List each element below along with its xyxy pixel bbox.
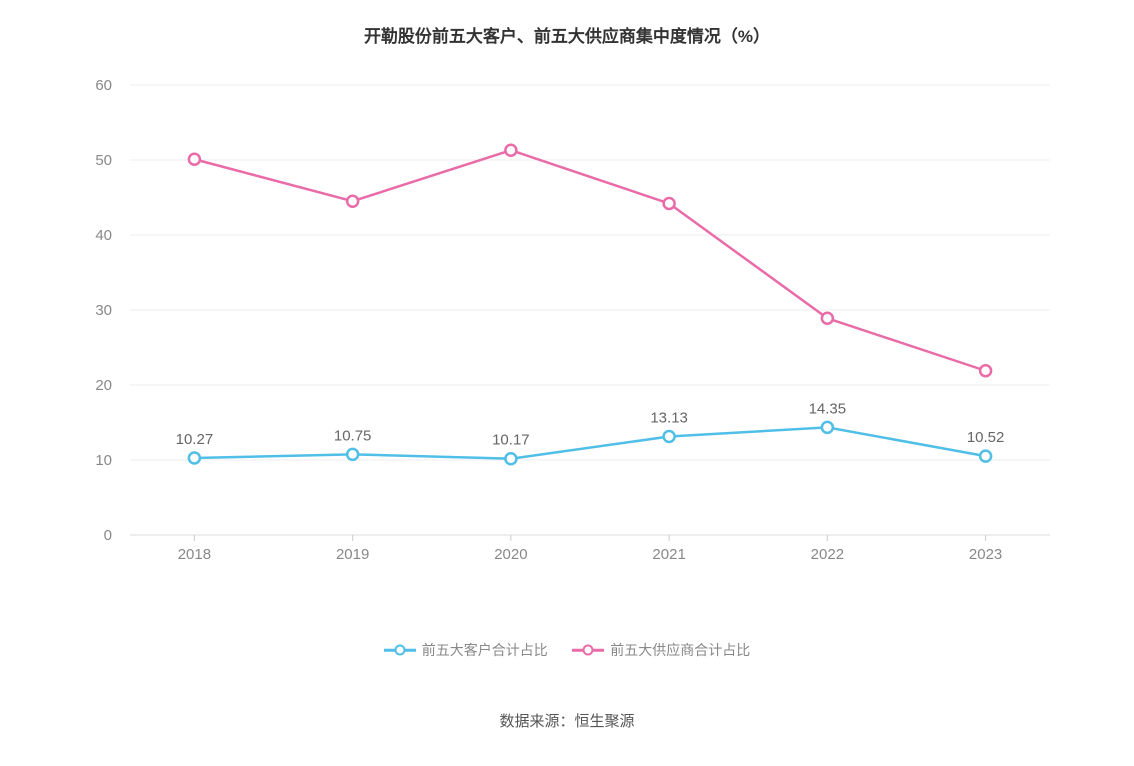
chart-title: 开勒股份前五大客户、前五大供应商集中度情况（%） bbox=[0, 0, 1134, 47]
y-tick-label: 0 bbox=[104, 527, 112, 544]
data-label-customers: 13.13 bbox=[650, 410, 688, 427]
data-label-customers: 14.35 bbox=[809, 400, 847, 417]
data-label-customers: 10.27 bbox=[176, 431, 214, 448]
marker-suppliers bbox=[347, 196, 358, 207]
x-tick-label: 2019 bbox=[336, 546, 369, 563]
legend-label-customers: 前五大客户合计占比 bbox=[422, 640, 548, 660]
chart-plot-area: 010203040506020182019202020212022202310.… bbox=[120, 75, 1060, 565]
x-tick-label: 2020 bbox=[494, 546, 527, 563]
marker-customers bbox=[664, 431, 675, 442]
data-source: 数据来源：恒生聚源 bbox=[0, 710, 1134, 731]
marker-customers bbox=[505, 453, 516, 464]
marker-customers bbox=[189, 452, 200, 463]
data-label-customers: 10.52 bbox=[967, 429, 1005, 446]
y-tick-label: 50 bbox=[95, 152, 112, 169]
series-line-customers bbox=[194, 427, 985, 458]
source-name: 恒生聚源 bbox=[575, 713, 635, 730]
marker-suppliers bbox=[664, 198, 675, 209]
y-tick-label: 60 bbox=[95, 77, 112, 94]
chart-svg: 010203040506020182019202020212022202310.… bbox=[120, 75, 1060, 565]
y-tick-label: 40 bbox=[95, 227, 112, 244]
marker-suppliers bbox=[980, 365, 991, 376]
y-tick-label: 20 bbox=[95, 377, 112, 394]
legend-item-customers: 前五大客户合计占比 bbox=[384, 640, 548, 660]
marker-customers bbox=[347, 449, 358, 460]
legend-marker-suppliers bbox=[572, 643, 604, 657]
legend-label-suppliers: 前五大供应商合计占比 bbox=[610, 640, 750, 660]
y-tick-label: 10 bbox=[95, 452, 112, 469]
x-tick-label: 2022 bbox=[811, 546, 844, 563]
marker-suppliers bbox=[822, 313, 833, 324]
chart-legend: 前五大客户合计占比 前五大供应商合计占比 bbox=[0, 640, 1134, 662]
marker-suppliers bbox=[505, 145, 516, 156]
legend-marker-customers bbox=[384, 643, 416, 657]
x-tick-label: 2021 bbox=[652, 546, 685, 563]
marker-customers bbox=[980, 451, 991, 462]
x-tick-label: 2023 bbox=[969, 546, 1002, 563]
data-label-customers: 10.17 bbox=[492, 432, 530, 449]
series-line-suppliers bbox=[194, 150, 985, 371]
source-prefix: 数据来源： bbox=[499, 713, 574, 730]
y-tick-label: 30 bbox=[95, 302, 112, 319]
x-tick-label: 2018 bbox=[178, 546, 211, 563]
marker-suppliers bbox=[189, 154, 200, 165]
legend-item-suppliers: 前五大供应商合计占比 bbox=[572, 640, 750, 660]
data-label-customers: 10.75 bbox=[334, 427, 372, 444]
marker-customers bbox=[822, 422, 833, 433]
